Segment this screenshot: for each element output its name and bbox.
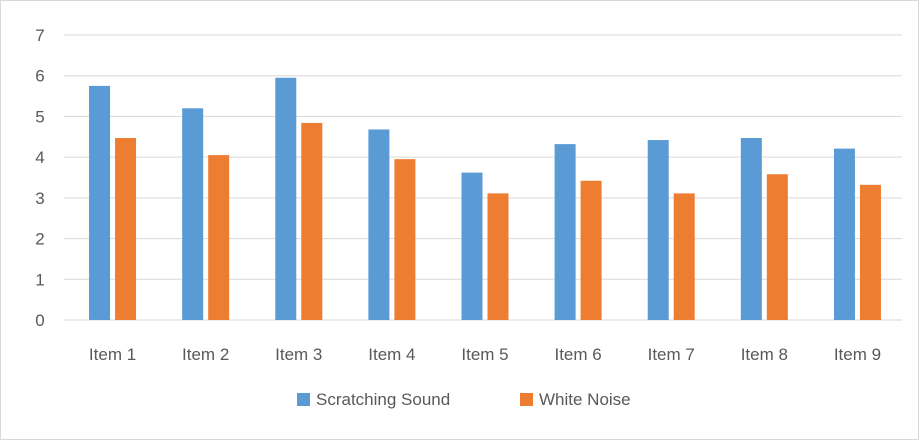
legend: Scratching Sound White Noise: [297, 390, 631, 409]
legend-swatch-white-noise: [520, 393, 533, 406]
y-tick-label: 3: [35, 189, 44, 208]
y-tick-label: 7: [35, 26, 44, 45]
y-tick-label: 4: [35, 148, 44, 167]
legend-label-scratching-sound: Scratching Sound: [316, 390, 450, 409]
x-tick-label: Item 4: [368, 345, 415, 364]
y-tick-label: 1: [35, 270, 44, 289]
bars: [89, 77, 881, 321]
bar-white-noise-2: [208, 155, 230, 320]
bar-white-noise-7: [673, 193, 695, 320]
legend-label-white-noise: White Noise: [539, 390, 631, 409]
x-tick-label: Item 9: [834, 345, 881, 364]
bar-scratching-sound-7: [647, 140, 669, 320]
x-tick-label: Item 3: [275, 345, 322, 364]
x-tick-label: Item 8: [741, 345, 788, 364]
bar-scratching-sound-6: [554, 144, 576, 320]
x-axis-ticks: Item 1 Item 2 Item 3 Item 4 Item 5 Item 6 Item…: [89, 345, 881, 364]
bar-white-noise-3: [301, 122, 323, 320]
bar-white-noise-6: [580, 180, 602, 320]
x-tick-label: Item 2: [182, 345, 229, 364]
gridlines: [64, 34, 902, 321]
x-tick-label: Item 6: [554, 345, 601, 364]
x-tick-label: Item 5: [461, 345, 508, 364]
bar-scratching-sound-1: [89, 85, 111, 321]
bar-scratching-sound-2: [182, 108, 204, 321]
x-tick-label: Item 7: [648, 345, 695, 364]
bar-white-noise-1: [115, 138, 137, 320]
bar-scratching-sound-9: [833, 148, 855, 320]
y-tick-label: 5: [35, 107, 44, 126]
y-tick-label: 0: [35, 311, 44, 330]
bar-white-noise-4: [394, 159, 416, 320]
bar-scratching-sound-3: [275, 77, 297, 320]
bar-scratching-sound-8: [740, 138, 762, 320]
bar-white-noise-8: [766, 174, 788, 320]
y-axis-ticks: 0 1 2 3 4 5 6 7: [35, 26, 44, 330]
bar-white-noise-5: [487, 193, 509, 320]
bar-white-noise-9: [859, 184, 881, 320]
legend-swatch-scratching-sound: [297, 393, 310, 406]
bar-scratching-sound-5: [461, 172, 483, 320]
y-tick-label: 2: [35, 230, 44, 249]
y-tick-label: 6: [35, 67, 44, 86]
x-tick-label: Item 1: [89, 345, 136, 364]
bar-scratching-sound-4: [368, 129, 390, 320]
